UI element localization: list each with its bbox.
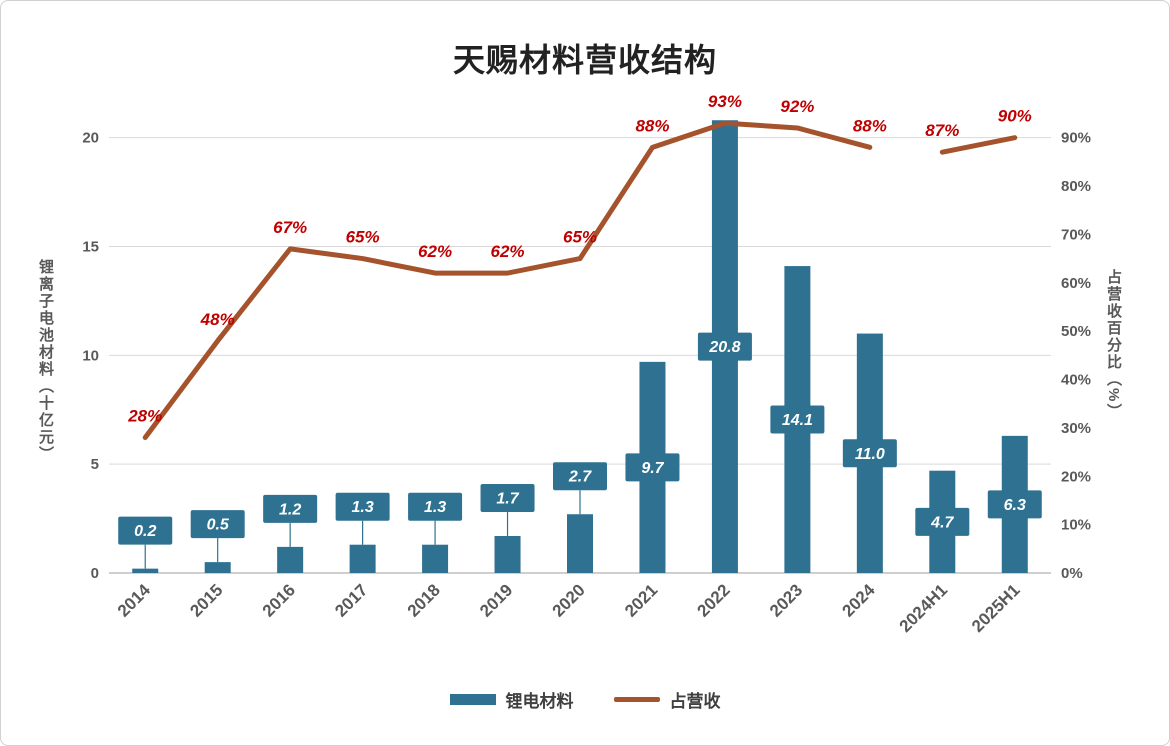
right-axis-tick: 70% [1061,226,1091,243]
x-axis-label-2025H1: 2025H1 [968,580,1024,636]
right-axis-tick: 90% [1061,130,1091,147]
bar-value-callout [408,492,463,521]
bar-value-label: 9.7 [641,460,664,477]
bar-series-swatch [449,694,496,705]
right-axis-tick: 60% [1061,275,1091,292]
x-axis-label-2020: 2020 [549,580,589,620]
bar-value-label: 1.7 [496,490,519,507]
x-axis-label-2017: 2017 [331,580,371,620]
bar-value-callout [335,492,390,521]
left-axis-tick: 15 [82,238,99,255]
right-axis-title: 占营收百分比（%） [1105,269,1122,421]
bar-2014 [132,568,159,573]
right-axis-tick: 50% [1061,323,1091,340]
bar-series-label: 锂电材料 [505,692,574,711]
left-axis-tick: 20 [82,130,99,147]
left-axis-tick: 5 [91,456,99,473]
bar-value-label: 4.7 [930,514,954,531]
bar-value-callout [770,405,825,434]
bar-value-label: 1.3 [351,499,373,516]
x-axis-label-2024: 2024 [838,580,879,621]
right-axis-tick: 0% [1061,565,1083,582]
bar-2017 [349,544,376,573]
bar-value-callout [118,516,173,545]
bar-value-callout [480,483,535,512]
right-axis-tick: 30% [1061,420,1091,437]
bar-value-callout [842,439,897,468]
x-axis-label-2018: 2018 [404,580,444,620]
line-value-label: 87% [925,121,959,140]
bar-2015 [204,562,231,573]
legend: 锂电材料 占营收 [1,687,1169,712]
bar-value-callout [553,462,607,491]
x-axis-label-2014: 2014 [114,580,155,621]
bar-value-label: 0.5 [207,517,230,534]
bar-value-label: 1.3 [424,499,446,516]
line-value-label: 88% [853,116,887,135]
bar-value-callout [987,490,1042,519]
bar-2019 [494,535,521,573]
right-axis-tick: 80% [1061,178,1091,195]
bar-value-callout [915,507,970,536]
bar-value-label: 20.8 [708,339,740,356]
bar-2018 [422,544,449,573]
legend-item-line-series: 占营收 [613,687,721,712]
line-value-label: 67% [273,218,307,237]
line-value-label: 62% [491,242,525,261]
bar-value-callout [263,494,318,523]
bar-value-label: 1.2 [279,501,301,518]
x-axis-label-2016: 2016 [259,580,299,620]
line-value-label: 93% [708,92,742,111]
right-axis-tick: 40% [1061,372,1091,389]
left-axis-tick: 0 [91,565,99,582]
line-value-label: 88% [635,116,669,135]
line-value-label: 90% [998,107,1032,126]
x-axis-label-2023: 2023 [766,580,806,620]
line-value-label: 48% [200,310,235,329]
bar-value-label: 6.3 [1004,497,1026,514]
x-axis-label-2022: 2022 [694,580,734,620]
x-axis-label-2019: 2019 [476,580,516,620]
bar-2016 [277,546,304,573]
line-series-label: 占营收 [669,692,721,711]
x-axis-label-2021: 2021 [621,580,661,620]
revenue-share-line [142,120,873,441]
chart-title: 天赐材料营收结构 [452,42,717,78]
legend-item-bar-series: 锂电材料 [449,687,574,712]
bar-value-label: 2.7 [568,469,592,486]
line-value-label: 65% [563,228,597,247]
right-axis-tick: 20% [1061,468,1091,485]
bar-value-callout [190,510,245,539]
line-series-swatch [613,697,660,702]
left-axis-tick: 10 [82,347,99,364]
x-axis-label-2024H1: 2024H1 [896,580,952,636]
revenue-share-line [939,135,1018,155]
left-axis-title: 锂离子电池材料（十亿元） [37,259,54,463]
line-value-label: 92% [780,97,814,116]
bar-value-label: 14.1 [782,412,813,429]
line-value-label: 62% [418,242,452,261]
line-value-label: 28% [127,407,162,426]
x-axis-label-2015: 2015 [186,580,226,620]
bar-value-callout [697,332,752,361]
bar-value-label: 0.2 [134,523,156,540]
bar-value-callout [625,453,680,482]
right-axis-tick: 10% [1061,517,1091,534]
line-value-label: 65% [346,228,380,247]
bar-2020 [567,514,593,573]
bar-value-label: 11.0 [855,446,885,463]
